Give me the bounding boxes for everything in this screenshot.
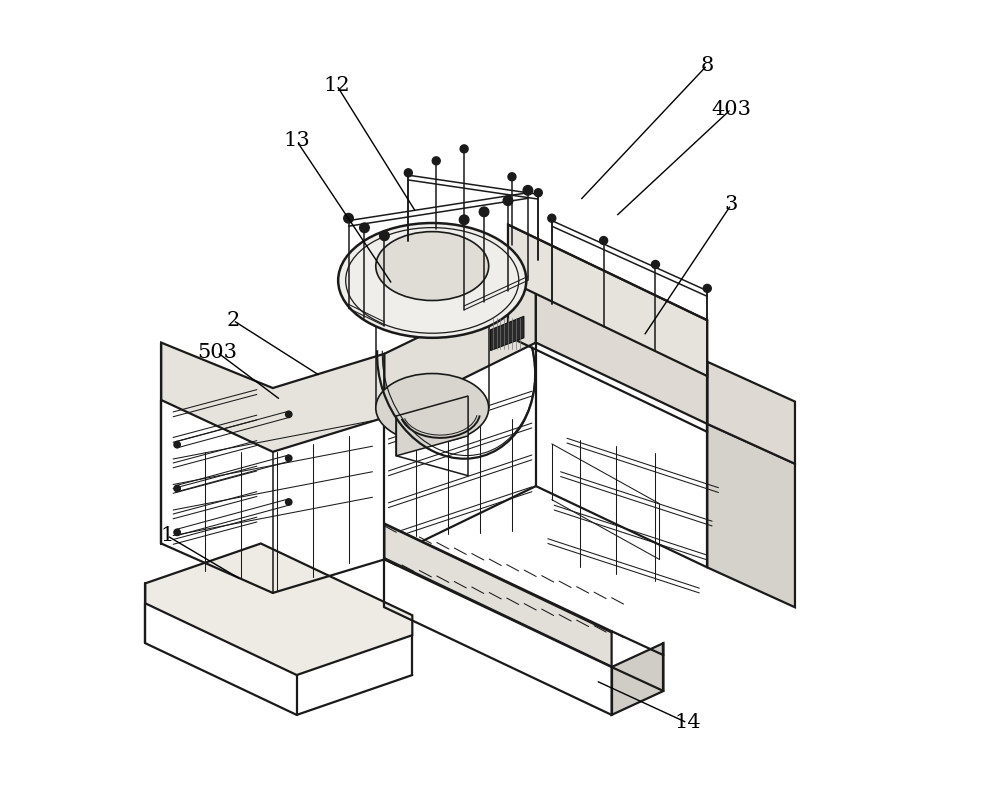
Polygon shape <box>396 396 468 456</box>
Circle shape <box>459 215 469 225</box>
Polygon shape <box>536 281 707 424</box>
Circle shape <box>508 173 516 181</box>
Text: 2: 2 <box>226 310 240 330</box>
Polygon shape <box>161 342 384 452</box>
Text: 12: 12 <box>323 75 350 94</box>
Ellipse shape <box>376 374 489 442</box>
Circle shape <box>174 442 180 448</box>
Circle shape <box>344 214 353 223</box>
Circle shape <box>503 196 513 206</box>
Polygon shape <box>145 543 412 675</box>
Circle shape <box>548 214 556 222</box>
Circle shape <box>404 169 412 177</box>
Polygon shape <box>707 424 795 607</box>
Text: 8: 8 <box>701 56 714 74</box>
Circle shape <box>286 499 292 506</box>
Polygon shape <box>612 643 663 715</box>
Circle shape <box>479 207 489 217</box>
Ellipse shape <box>338 223 526 338</box>
Text: 403: 403 <box>711 99 751 118</box>
Circle shape <box>286 411 292 418</box>
Text: 14: 14 <box>674 714 701 732</box>
Circle shape <box>600 237 608 245</box>
Ellipse shape <box>376 232 489 301</box>
Circle shape <box>360 223 369 233</box>
Circle shape <box>432 157 440 165</box>
Circle shape <box>460 145 468 153</box>
Polygon shape <box>707 362 795 464</box>
Circle shape <box>174 529 180 535</box>
Text: 3: 3 <box>725 195 738 214</box>
Circle shape <box>703 285 711 292</box>
Polygon shape <box>490 316 524 350</box>
Polygon shape <box>508 225 707 376</box>
Circle shape <box>651 261 659 269</box>
Polygon shape <box>384 281 536 418</box>
Text: 1: 1 <box>160 526 173 545</box>
Circle shape <box>174 486 180 492</box>
Text: 13: 13 <box>283 131 310 150</box>
Circle shape <box>380 231 389 241</box>
Circle shape <box>523 186 533 195</box>
Polygon shape <box>384 523 612 667</box>
Text: 503: 503 <box>197 342 237 362</box>
Circle shape <box>286 455 292 462</box>
Circle shape <box>534 189 542 197</box>
